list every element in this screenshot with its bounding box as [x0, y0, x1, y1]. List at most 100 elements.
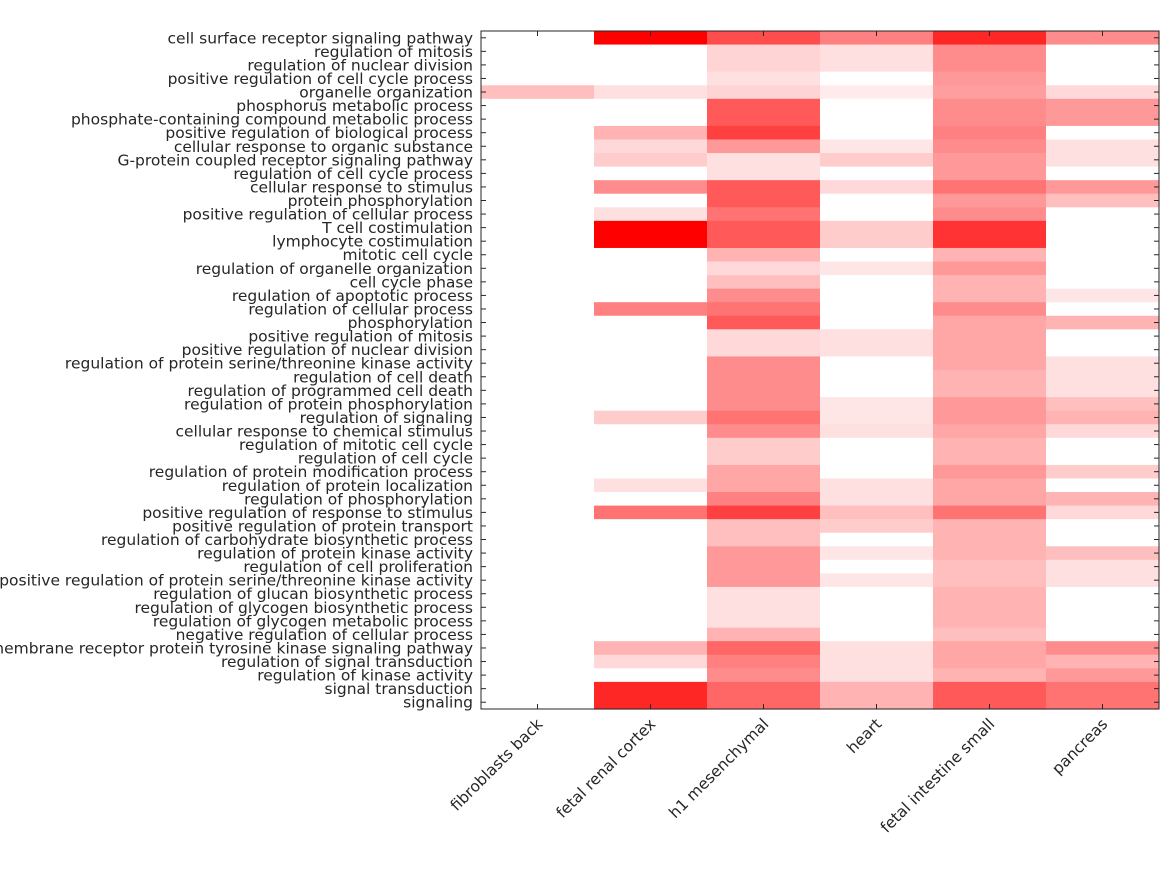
y-tick-label: regulation of phosphorylation [244, 490, 473, 508]
heatmap-cell [820, 153, 934, 168]
heatmap-cell [1046, 383, 1160, 398]
heatmap-cell [820, 600, 934, 615]
y-tick-label: regulation of signal transduction [221, 653, 473, 671]
heatmap-cell [1046, 85, 1160, 100]
y-tick-label: positive regulation of nuclear division [182, 341, 473, 359]
heatmap-cell [481, 397, 595, 412]
x-tick-label: heart [843, 715, 885, 757]
heatmap-cell [594, 505, 708, 520]
heatmap-cell [1046, 464, 1160, 480]
heatmap-cell [1046, 261, 1160, 276]
y-tick-label: regulation of signaling [300, 409, 473, 427]
heatmap-cell [1046, 44, 1160, 59]
heatmap-cell [933, 614, 1047, 629]
heatmap-cell [481, 193, 595, 208]
heatmap-cell [707, 424, 821, 439]
heatmap-cell [1046, 437, 1160, 452]
heatmap-cell [594, 180, 708, 195]
heatmap-cell [933, 342, 1047, 358]
heatmap-cell [481, 166, 595, 181]
heatmap-cell [707, 166, 821, 181]
heatmap-cell [1046, 98, 1160, 113]
heatmap-cell [707, 451, 821, 466]
heatmap-cell [933, 153, 1047, 168]
heatmap-cell [707, 85, 821, 100]
heatmap-cell [481, 275, 595, 290]
heatmap-cell [820, 234, 934, 249]
heatmap-cell [481, 559, 595, 574]
y-tick-label: lymphocyte costimulation [272, 233, 473, 251]
heatmap-cell [933, 492, 1047, 507]
heatmap-cell [594, 424, 708, 439]
heatmap-cell [820, 627, 934, 642]
heatmap-cell [933, 573, 1047, 588]
heatmap-cell [1046, 180, 1160, 195]
heatmap-cell [820, 532, 934, 547]
y-tick-label: regulation of apoptotic process [232, 287, 473, 305]
heatmap-cell [1046, 614, 1160, 629]
heatmap-cell [933, 451, 1047, 466]
axis-ticks [481, 31, 1159, 709]
heatmap-cell [481, 315, 595, 330]
heatmap-cell [1046, 546, 1160, 561]
heatmap-cell [820, 125, 934, 141]
heatmap-cell [820, 247, 934, 263]
y-tick-label: regulation of protein kinase activity [197, 545, 473, 563]
heatmap-cell [594, 139, 708, 154]
heatmap-cell [1046, 519, 1160, 534]
heatmap-cell [933, 261, 1047, 276]
heatmap-cell [594, 234, 708, 249]
y-tick-label: signaling [403, 694, 473, 712]
y-tick-label: regulation of kinase activity [257, 667, 473, 685]
heatmap-cell [481, 532, 595, 547]
heatmap-cell [1046, 410, 1160, 425]
y-tick-label: positive regulation of protein transport [172, 517, 473, 535]
heatmap-cell [933, 586, 1047, 602]
heatmap-cell [481, 31, 595, 46]
heatmap-cell [707, 600, 821, 615]
heatmap-cell [707, 58, 821, 73]
heatmap-cell [481, 44, 595, 59]
heatmap-cell [933, 58, 1047, 73]
heatmap-cell [1046, 695, 1160, 710]
heatmap-cell [933, 505, 1047, 520]
heatmap-cell [820, 139, 934, 154]
heatmap-cell [933, 424, 1047, 439]
heatmap-cell [820, 58, 934, 73]
heatmap-cell [594, 315, 708, 330]
heatmap-cell [594, 627, 708, 642]
heatmap-cell [481, 329, 595, 344]
heatmap-cell [481, 370, 595, 385]
heatmap-cell [1046, 397, 1160, 412]
heatmap-cell [707, 492, 821, 507]
heatmap-cell [933, 98, 1047, 113]
y-tick-label: regulation of protein localization [222, 477, 473, 495]
heatmap-cell [933, 410, 1047, 425]
heatmap-cell [594, 492, 708, 507]
heatmap-cell [707, 98, 821, 113]
heatmap-cell [820, 586, 934, 602]
heatmap-cell [594, 600, 708, 615]
heatmap-cell [594, 641, 708, 656]
heatmap-cell [481, 519, 595, 534]
heatmap-cell [820, 573, 934, 588]
heatmap-cell [594, 478, 708, 493]
y-tick-label: cell cycle phase [350, 273, 473, 291]
heatmap-cell [933, 275, 1047, 290]
y-tick-label: regulation of cell cycle [298, 450, 473, 468]
y-tick-label: regulation of protein modification proce… [149, 463, 473, 481]
heatmap-cell [707, 261, 821, 276]
heatmap-cell [594, 383, 708, 398]
heatmap-cell [1046, 668, 1160, 683]
heatmap-cell [707, 288, 821, 303]
heatmap-cell [481, 478, 595, 493]
heatmap-cell [481, 302, 595, 317]
y-tick-label: positive regulation of protein serine/th… [0, 572, 473, 590]
heatmap-cell [707, 44, 821, 59]
heatmap-cell [481, 464, 595, 480]
y-tick-label: cellular response to chemical stimulus [175, 423, 473, 441]
heatmap-cell [707, 139, 821, 154]
heatmap-cell [933, 85, 1047, 100]
y-tick-label: regulation of cell proliferation [243, 558, 473, 576]
